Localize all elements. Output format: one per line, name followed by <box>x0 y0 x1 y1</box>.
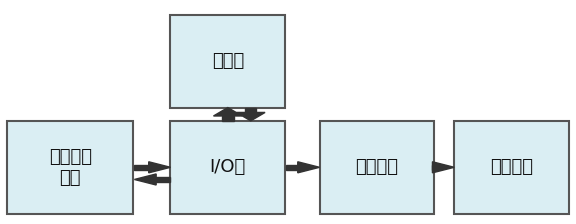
Text: 配置电阻: 配置电阻 <box>490 158 533 176</box>
Text: I/O口: I/O口 <box>210 158 246 176</box>
Polygon shape <box>433 165 435 170</box>
Bar <box>320 121 434 214</box>
Text: 采集处理
程序: 采集处理 程序 <box>49 148 92 187</box>
Polygon shape <box>134 165 149 170</box>
Text: 继电器组: 继电器组 <box>355 158 399 176</box>
Polygon shape <box>245 108 256 112</box>
Polygon shape <box>222 116 233 121</box>
Polygon shape <box>156 177 170 182</box>
Polygon shape <box>286 165 298 170</box>
Text: 传感器: 传感器 <box>212 52 244 70</box>
Polygon shape <box>214 108 242 116</box>
Polygon shape <box>236 112 265 121</box>
Bar <box>454 121 569 214</box>
Polygon shape <box>433 162 454 173</box>
Polygon shape <box>149 162 170 173</box>
Polygon shape <box>298 162 320 173</box>
Polygon shape <box>134 174 156 185</box>
Bar <box>7 121 133 214</box>
Bar <box>170 15 285 108</box>
Bar <box>170 121 285 214</box>
